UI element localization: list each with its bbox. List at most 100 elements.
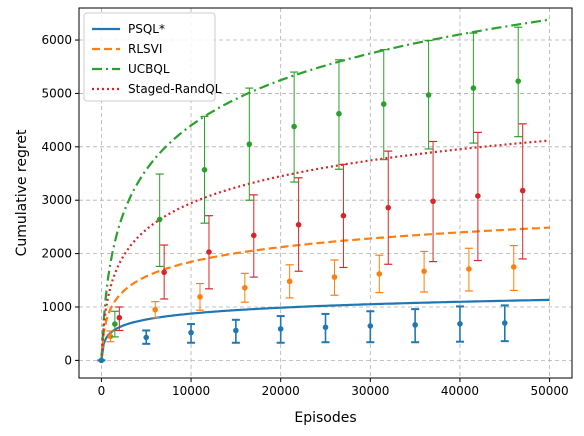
error-bar (285, 264, 294, 299)
data-point (412, 322, 418, 328)
data-point (457, 321, 463, 327)
x-tick-label: 40000 (441, 384, 479, 398)
data-point (161, 269, 167, 276)
data-point (233, 327, 239, 334)
data-point (246, 141, 253, 147)
series-line (100, 139, 550, 361)
error-bar (321, 312, 330, 344)
data-point (116, 314, 123, 321)
x-tick-label: 10000 (172, 384, 210, 398)
error-bar (155, 173, 164, 268)
error-bar (334, 59, 343, 170)
data-point (475, 193, 481, 199)
x-tick-label: 0 (98, 384, 106, 398)
error-bar (420, 250, 429, 293)
error-bar (473, 131, 482, 262)
data-point (143, 334, 150, 341)
legend-label: UCBQL (128, 62, 170, 76)
error-bar (514, 26, 523, 138)
y-tick-label: 6000 (41, 33, 72, 47)
error-bar (187, 323, 196, 344)
series-line (100, 18, 550, 361)
legend: PSQL* RLSVI UCBQL Staged-RandQL (83, 12, 222, 102)
data-point (295, 221, 302, 228)
data-point (340, 212, 347, 219)
error-bar (142, 329, 151, 345)
error-bar (115, 306, 124, 332)
data-point (470, 85, 477, 91)
error-bar (375, 254, 384, 294)
x-axis-label: Episodes (294, 410, 356, 426)
data-point (201, 166, 208, 173)
error-bar (200, 115, 209, 224)
data-point (277, 326, 284, 332)
legend-label: Staged-RandQL (128, 82, 222, 96)
y-tick-label: 4000 (41, 140, 72, 154)
y-tick-label: 5000 (41, 86, 72, 100)
error-bar (464, 247, 473, 292)
error-bar (294, 177, 303, 272)
data-point (515, 78, 522, 84)
legend-box (83, 12, 216, 102)
data-point (430, 198, 436, 205)
data-point (336, 110, 342, 117)
error-bars (97, 26, 527, 364)
data-point (152, 306, 158, 313)
error-bar (424, 39, 433, 150)
series-line (100, 298, 550, 361)
error-bar (509, 244, 518, 292)
series-curves (100, 18, 550, 361)
data-point (519, 187, 526, 194)
error-bar (290, 71, 299, 183)
axis-ticks: 0 10000 20000 30000 40000 50000 0 1000 2000 3000 4… (41, 33, 568, 398)
data-point (156, 216, 163, 223)
error-bar (160, 244, 169, 300)
error-bar (455, 305, 464, 343)
x-tick-label: 30000 (351, 384, 389, 398)
error-bar (240, 272, 249, 303)
legend-label: RLSVI (128, 42, 162, 56)
data-point (291, 123, 297, 130)
error-bar (518, 123, 527, 260)
data-point (331, 274, 338, 280)
error-bar (379, 49, 388, 161)
data-point (385, 204, 392, 211)
y-axis-label: Cumulative regret (14, 129, 30, 256)
data-point (380, 101, 387, 107)
data-point (188, 329, 194, 336)
error-bar (411, 308, 420, 344)
legend-label: PSQL* (128, 22, 165, 36)
data-point (367, 323, 374, 329)
error-bar (276, 315, 285, 344)
error-bar (196, 282, 205, 311)
y-tick-label: 1000 (41, 300, 72, 314)
data-point (112, 321, 118, 327)
error-bar (204, 215, 213, 290)
data-point (250, 232, 257, 239)
error-bar (500, 304, 509, 343)
data-point (501, 320, 508, 326)
data-point (242, 284, 248, 291)
plot-frame (78, 7, 573, 379)
error-bar (249, 194, 258, 278)
error-bar (151, 301, 160, 319)
data-point (421, 268, 427, 275)
error-bar (429, 140, 438, 263)
error-bar (330, 259, 339, 296)
data-point (197, 294, 203, 300)
y-tick-label: 3000 (41, 193, 72, 207)
y-tick-label: 2000 (41, 247, 72, 261)
data-point (206, 249, 212, 255)
data-point (286, 278, 293, 285)
data-point (425, 92, 432, 98)
error-bar (110, 310, 119, 338)
data-point (466, 266, 472, 272)
error-bar (384, 150, 393, 265)
error-bar (469, 32, 478, 144)
data-point (376, 271, 383, 277)
error-bar (245, 87, 254, 201)
error-bar (106, 330, 115, 343)
error-bar (366, 310, 375, 344)
data-point (98, 357, 105, 364)
